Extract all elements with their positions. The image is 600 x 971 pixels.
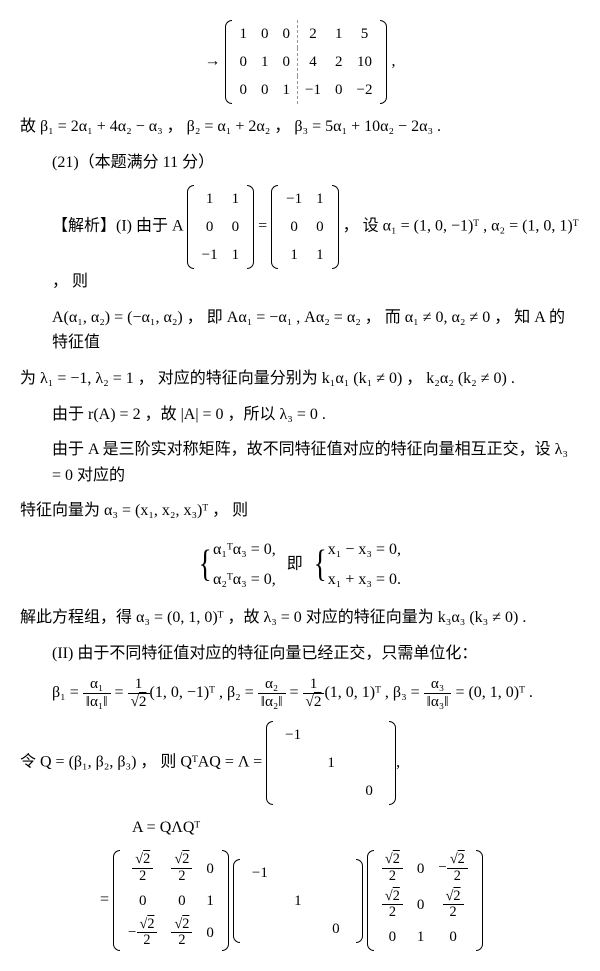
brace-left: α₁ᵀα₃ = 0,α₂ᵀα₃ = 0, xyxy=(196,534,279,595)
line-l7: 由于 A 是三阶实对称矩阵，故不同特征值对应的特征向量相互正交，设 λ₃ = 0… xyxy=(52,437,580,488)
matrix-lambda: −1 1 0 xyxy=(266,721,396,805)
matrix-Q: √22 √22 0 001 −√22 √22 0 xyxy=(113,850,229,951)
matrix-m2: 11 00 −11 xyxy=(187,185,254,269)
matrix-reduction: → 100215 0104210 001−10−2 , xyxy=(20,20,580,104)
line-l10: (II) 由于不同特征值对应的特征向量已经正交，只需单位化： xyxy=(52,641,580,667)
line-l5: 为 λ₁ = −1, λ₂ = 1 ， 对应的特征向量分别为 k₁α₁ (k₁ … xyxy=(20,366,580,392)
line-l9: 解此方程组，得 α₃ = (0, 1, 0)ᵀ ，故 λ₃ = 0 对应的特征向… xyxy=(20,605,580,631)
line-beta: 故 β₁ = 2α₁ + 4α₂ − α₃ ， β₂ = α₁ + 2α₂ ， … xyxy=(20,114,580,140)
matrix-QT: √22 0 −√22 √22 0 √22 010 xyxy=(367,850,483,951)
line-l8: 特征向量为 α₃ = (x₁, x₂, x₃)ᵀ ， 则 xyxy=(20,498,580,524)
matrix-m3: −11 00 11 xyxy=(271,185,338,269)
equation-system: α₁ᵀα₃ = 0,α₂ᵀα₃ = 0, 即 x₁ − x₃ = 0,x₁ + … xyxy=(20,534,580,595)
line-l4: A(α₁, α₂) = (−α₁, α₂) ， 即 Aα₁ = −α₁ , Aα… xyxy=(52,305,580,356)
line-normalize: β₁ = α₁‖α₁‖ = 1√2(1, 0, −1)ᵀ , β₂ = α₂‖α… xyxy=(52,676,580,710)
brace-right: x₁ − x₃ = 0,x₁ + x₃ = 0. xyxy=(311,534,404,595)
line-l6: 由于 r(A) = 2 ，故 |A| = 0 ，所以 λ₃ = 0 . xyxy=(52,402,580,428)
text-mid: 即 xyxy=(287,555,303,572)
matrix-D: −1 1 0 xyxy=(233,859,363,943)
matrix-m1: 100215 0104210 001−10−2 xyxy=(233,20,380,104)
matrix-augmented: 100215 0104210 001−10−2 xyxy=(225,20,388,104)
text-lQ: 令 Q = (β₁, β₂, β₃) ， 则 QᵀAQ = Λ = xyxy=(20,753,262,770)
line-analysis: 【解析】(I) 由于 A 11 00 −11 = −11 00 11 ， 设 α… xyxy=(52,185,580,295)
line-21: (21)（本题满分 11 分） xyxy=(52,150,580,176)
line-Q: 令 Q = (β₁, β₂, β₃) ， 则 QᵀAQ = Λ = −1 1 0… xyxy=(20,721,580,805)
line-A: A = QΛQᵀ xyxy=(132,815,580,841)
line-product: = √22 √22 0 001 −√22 √22 0 −1 1 0 √22 xyxy=(100,850,580,951)
text-l3a: 【解析】(I) 由于 A xyxy=(52,218,183,235)
